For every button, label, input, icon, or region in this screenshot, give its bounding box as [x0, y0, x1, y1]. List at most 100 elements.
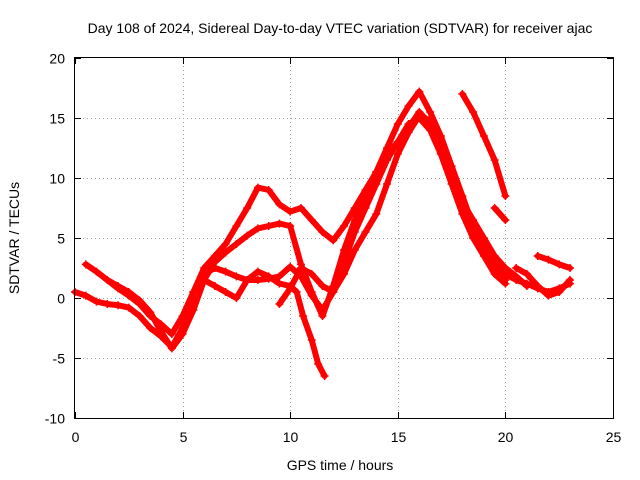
data-point — [286, 207, 295, 216]
series-track-8 — [513, 265, 573, 299]
y-axis-label: SDTVAR / TECUs — [6, 182, 22, 294]
data-point — [318, 312, 327, 320]
data-point — [479, 132, 488, 140]
data-point — [243, 231, 252, 240]
data-point — [286, 284, 295, 293]
data-point — [296, 264, 305, 272]
data-point — [565, 276, 574, 284]
data-point — [210, 252, 219, 260]
data-point — [350, 246, 359, 254]
data-point — [221, 267, 230, 276]
x-tick-label: 10 — [283, 429, 299, 445]
data-point — [124, 291, 133, 300]
data-point — [157, 320, 166, 329]
data-point — [393, 150, 402, 158]
data-point — [275, 272, 284, 281]
data-point — [200, 264, 209, 272]
x-tick-label: 5 — [180, 429, 188, 445]
data-point — [544, 255, 553, 264]
data-point — [555, 288, 564, 296]
data-point — [167, 330, 176, 338]
data-point — [329, 288, 338, 296]
series-track-5 — [276, 112, 573, 307]
data-point — [490, 204, 499, 212]
data-point — [200, 276, 209, 284]
data-point — [565, 264, 574, 272]
data-point — [426, 108, 435, 116]
y-tick-label: 0 — [57, 291, 65, 307]
data-point — [372, 168, 381, 176]
data-point — [221, 288, 230, 296]
data-point — [275, 279, 284, 288]
data-point — [92, 297, 101, 306]
data-point — [415, 111, 424, 120]
data-point — [232, 240, 241, 248]
series-track-7 — [491, 205, 509, 223]
data-point — [221, 240, 230, 248]
data-point — [340, 270, 348, 278]
x-tick-label: 25 — [606, 429, 622, 445]
data-point — [314, 360, 323, 368]
data-point — [361, 186, 370, 194]
data-point — [189, 288, 198, 296]
data-point — [383, 150, 392, 158]
data-point — [372, 210, 381, 218]
data-point — [253, 267, 262, 276]
data-point — [501, 216, 510, 224]
x-axis-label: GPS time / hours — [287, 457, 394, 473]
data-point — [469, 222, 478, 230]
data-point — [114, 284, 123, 293]
data-point — [522, 270, 531, 278]
data-point — [318, 282, 327, 290]
data-point — [318, 228, 327, 236]
data-point — [253, 276, 262, 284]
y-tick-label: 20 — [49, 51, 65, 67]
data-point — [512, 276, 521, 284]
data-point — [264, 222, 273, 230]
x-tick-label: 15 — [391, 429, 407, 445]
data-point — [103, 300, 112, 308]
data-point — [501, 192, 510, 200]
data-point — [135, 312, 144, 320]
data-point — [307, 270, 316, 278]
x-tick-label: 0 — [72, 429, 80, 445]
data-point — [210, 282, 219, 290]
data-point — [490, 156, 499, 164]
data-point — [232, 222, 241, 230]
data-point — [320, 372, 329, 380]
data-point — [490, 258, 499, 266]
data-point — [469, 108, 478, 116]
data-point — [146, 324, 155, 332]
data-point — [307, 216, 316, 224]
data-point — [522, 279, 531, 288]
data-point — [286, 222, 295, 230]
data-point — [544, 291, 553, 300]
data-point — [479, 240, 488, 248]
data-point — [533, 252, 542, 260]
data-point — [329, 236, 338, 245]
data-point — [178, 312, 187, 320]
data-point — [383, 180, 392, 188]
data-point — [135, 300, 144, 308]
data-point — [124, 303, 133, 312]
data-point — [157, 327, 166, 336]
series-track-4 — [201, 268, 328, 379]
data-point — [512, 264, 521, 272]
data-point — [299, 312, 308, 320]
data-point — [103, 276, 112, 284]
y-tick-label: 15 — [49, 111, 65, 127]
data-point — [81, 260, 90, 269]
data-point — [361, 228, 370, 236]
data-point — [81, 291, 90, 300]
data-point — [393, 120, 402, 128]
data-point — [221, 248, 230, 257]
data-point — [92, 267, 101, 276]
data-point — [533, 282, 542, 290]
data-point — [275, 200, 284, 209]
y-tick-label: -5 — [53, 351, 66, 367]
data-point — [350, 216, 359, 224]
data-point — [232, 294, 241, 302]
data-point — [264, 272, 273, 281]
data-point — [404, 128, 413, 137]
